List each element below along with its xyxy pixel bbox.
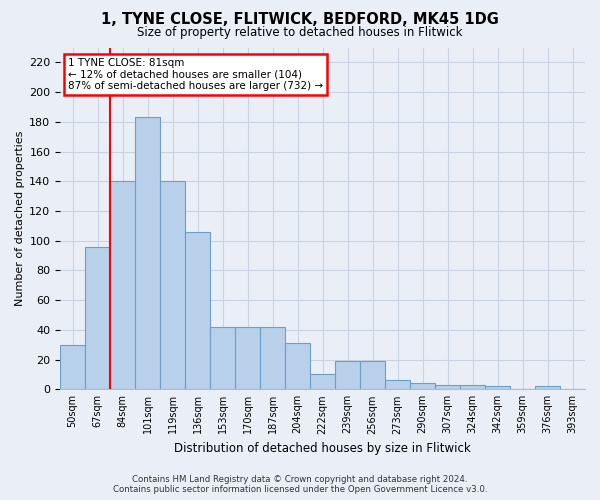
Bar: [535, 386, 560, 390]
Bar: [210, 327, 235, 390]
Bar: [460, 385, 485, 390]
Text: Size of property relative to detached houses in Flitwick: Size of property relative to detached ho…: [137, 26, 463, 39]
Bar: [360, 361, 385, 390]
Y-axis label: Number of detached properties: Number of detached properties: [15, 130, 25, 306]
Bar: [410, 384, 435, 390]
Bar: [85, 246, 110, 390]
Bar: [310, 374, 335, 390]
Bar: [285, 343, 310, 390]
Text: 1 TYNE CLOSE: 81sqm
← 12% of detached houses are smaller (104)
87% of semi-detac: 1 TYNE CLOSE: 81sqm ← 12% of detached ho…: [68, 58, 323, 91]
Bar: [185, 232, 210, 390]
Bar: [60, 344, 85, 390]
Bar: [485, 386, 510, 390]
Text: Contains HM Land Registry data © Crown copyright and database right 2024.
Contai: Contains HM Land Registry data © Crown c…: [113, 474, 487, 494]
Bar: [385, 380, 410, 390]
Bar: [160, 181, 185, 390]
Bar: [110, 181, 135, 390]
Bar: [335, 361, 360, 390]
Bar: [435, 385, 460, 390]
X-axis label: Distribution of detached houses by size in Flitwick: Distribution of detached houses by size …: [174, 442, 471, 455]
Bar: [235, 327, 260, 390]
Bar: [260, 327, 285, 390]
Bar: [135, 118, 160, 390]
Text: 1, TYNE CLOSE, FLITWICK, BEDFORD, MK45 1DG: 1, TYNE CLOSE, FLITWICK, BEDFORD, MK45 1…: [101, 12, 499, 28]
